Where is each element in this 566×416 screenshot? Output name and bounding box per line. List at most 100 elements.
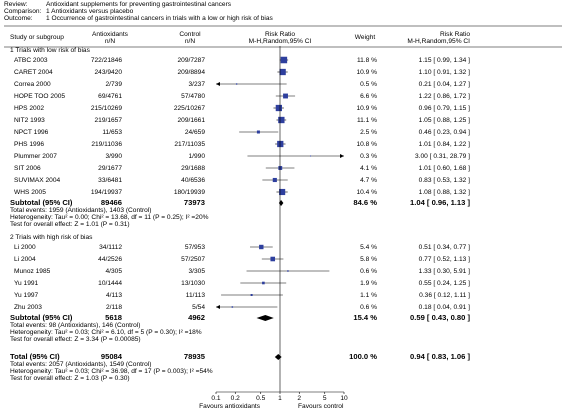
- note: Heterogeneity: Tau² = 0.00; Chi² = 13.68…: [10, 214, 209, 221]
- study-ci: 0.77 [ 0.52, 1.13 ]: [419, 256, 470, 263]
- weight-box: [270, 256, 276, 262]
- column-header: M-H,Random,95% CI: [249, 38, 312, 45]
- ci-arrow: [216, 305, 220, 309]
- note: Test for overall effect: Z = 1.03 (P = 0…: [10, 375, 130, 382]
- summary-exp: 5618: [105, 313, 122, 322]
- column-header: Study or subgroup: [10, 34, 64, 41]
- study-weight: 2.5 %: [360, 129, 377, 136]
- study-name: NIT2 1993: [14, 117, 45, 124]
- study-exp: 194/19937: [91, 189, 123, 196]
- x-tick-label: 10: [340, 395, 348, 402]
- note: Total events: 1959 (Antioxidants), 1403 …: [10, 207, 151, 214]
- column-header: n/N: [105, 38, 115, 45]
- summary-exp: 95084: [101, 352, 123, 361]
- weight-box: [310, 155, 312, 157]
- weight-box: [250, 294, 253, 296]
- study-weight: 11.1 %: [357, 117, 377, 124]
- summary-ctrl: 4962: [188, 313, 205, 322]
- study-exp: 11/653: [102, 129, 122, 136]
- study-name: WHS 2005: [14, 189, 46, 196]
- study-name: Li 2000: [14, 244, 36, 251]
- header-text: Antioxidant supplements for preventing g…: [46, 1, 232, 8]
- study-name: CARET 2004: [14, 69, 53, 76]
- column-header: n/N: [185, 38, 195, 45]
- x-tick-label: 2: [297, 395, 301, 402]
- weight-box: [280, 56, 288, 64]
- summary-weight: 100.0 %: [349, 352, 377, 361]
- note: Test for overall effect: Z = 1.01 (P = 0…: [10, 221, 130, 228]
- favours-label: Favours antioxidants: [199, 403, 261, 410]
- study-exp: 3/990: [105, 153, 122, 160]
- study-ci: 1.22 [ 0.86, 1.72 ]: [419, 93, 470, 100]
- study-exp: 4/305: [105, 268, 122, 275]
- x-tick-label: 0.2: [231, 395, 240, 402]
- summary-exp: 89466: [101, 198, 122, 207]
- study-ctrl: 57/2507: [181, 256, 205, 263]
- column-header: Weight: [355, 34, 376, 41]
- study-exp: 4/113: [106, 292, 122, 299]
- study-exp: 33/6481: [98, 177, 122, 184]
- study-ctrl: 13/1030: [181, 280, 205, 287]
- study-weight: 0.3 %: [360, 153, 377, 160]
- weight-box: [259, 244, 264, 250]
- column-header: Risk Ratio: [440, 31, 470, 38]
- study-name: Correa 2000: [14, 81, 51, 88]
- study-ctrl: 3/237: [188, 81, 205, 88]
- study-ci: 0.55 [ 0.24, 1.25 ]: [419, 280, 470, 287]
- study-weight: 11.8 %: [357, 57, 377, 64]
- study-weight: 10.4 %: [356, 189, 377, 196]
- column-header: Risk Ratio: [265, 31, 295, 38]
- weight-box: [287, 270, 289, 272]
- x-tick-label: 1: [278, 395, 282, 402]
- study-weight: 1.1 %: [360, 292, 377, 299]
- study-ctrl: 57/4780: [181, 93, 205, 100]
- weight-box: [262, 281, 265, 285]
- study-name: NPCT 1996: [14, 129, 49, 136]
- study-ci: 1.01 [ 0.60, 1.68 ]: [419, 165, 470, 172]
- study-weight: 5.4 %: [360, 244, 377, 251]
- weight-box: [275, 104, 283, 112]
- summary-ctrl: 78935: [184, 352, 206, 361]
- ci-arrow: [216, 82, 220, 86]
- study-ctrl: 40/6536: [181, 177, 205, 184]
- study-ctrl: 209/7287: [177, 57, 205, 64]
- study-ci: 3.00 [ 0.31, 28.79 ]: [415, 153, 470, 160]
- weight-box: [283, 93, 288, 99]
- weight-box: [279, 68, 286, 76]
- weight-box: [279, 188, 286, 196]
- study-ci: 0.36 [ 0.12, 1.11 ]: [419, 292, 470, 299]
- column-header: Antioxidants: [92, 31, 129, 38]
- summary-label: Total (95% CI): [10, 352, 60, 361]
- study-ci: 0.51 [ 0.34, 0.77 ]: [419, 244, 470, 251]
- x-tick-label: 5: [323, 395, 327, 402]
- column-header: M-H,Random,95% CI: [407, 38, 470, 45]
- weight-box: [272, 177, 277, 183]
- weight-box: [256, 130, 260, 134]
- summary-ci: 0.94 [ 0.83, 1.06 ]: [410, 352, 470, 361]
- study-name: SUVIMAX 2004: [14, 177, 61, 184]
- summary-ci: 1.04 [ 0.96, 1.13 ]: [410, 198, 470, 207]
- study-name: SIT 2006: [14, 165, 41, 172]
- study-ci: 0.83 [ 0.53, 1.32 ]: [419, 177, 470, 184]
- summary-label: Subtotal (95% CI): [10, 198, 73, 207]
- header-label: Review:: [4, 1, 28, 8]
- study-exp: 722/21846: [91, 57, 123, 64]
- study-ci: 0.96 [ 0.79, 1.15 ]: [419, 105, 470, 112]
- header-label: Outcome:: [4, 15, 33, 22]
- study-ci: 1.33 [ 0.30, 5.91 ]: [419, 268, 470, 275]
- study-weight: 6.6 %: [360, 93, 377, 100]
- study-name: Yu 1991: [14, 280, 39, 287]
- column-header: Control: [179, 31, 201, 38]
- study-weight: 4.7 %: [360, 177, 377, 184]
- group-title: 2 Trials with high risk of bias: [10, 234, 93, 241]
- header-label: Comparison:: [4, 8, 42, 15]
- study-ctrl: 11/113: [186, 292, 206, 299]
- diamond: [256, 315, 274, 321]
- study-exp: 219/1657: [94, 117, 122, 124]
- study-ctrl: 24/659: [185, 129, 206, 136]
- study-weight: 10.9 %: [356, 105, 377, 112]
- ci-arrow: [340, 154, 344, 158]
- study-name: Yu 1997: [14, 292, 39, 299]
- summary-weight: 84.6 %: [353, 198, 377, 207]
